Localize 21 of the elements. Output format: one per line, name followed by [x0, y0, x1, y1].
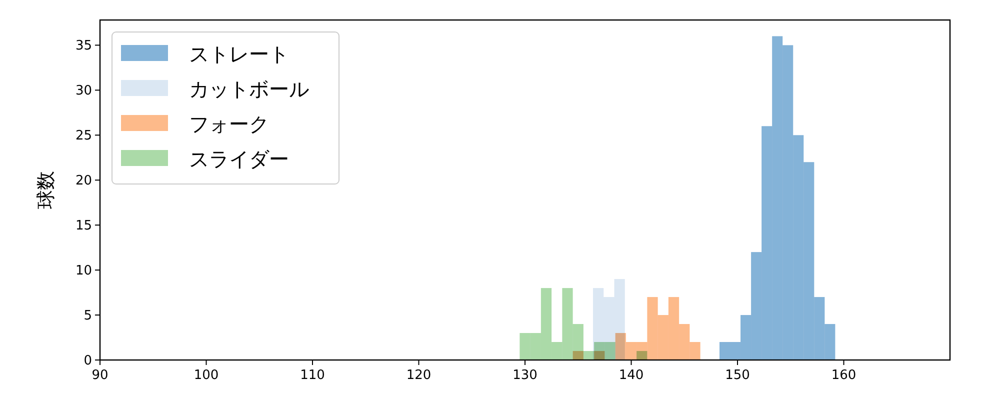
y-tick-label: 5 — [84, 308, 92, 324]
y-tick-label: 15 — [75, 218, 92, 234]
x-tick-label: 90 — [92, 368, 108, 383]
x-tick-label: 140 — [618, 368, 644, 383]
legend-label: ストレート — [189, 42, 289, 66]
legend-label: スライダー — [189, 147, 289, 171]
x-tick-label: 130 — [512, 368, 538, 383]
y-tick-label: 30 — [75, 84, 92, 99]
y-tick-label: 25 — [75, 128, 92, 144]
y-axis-title: 球数 — [35, 171, 57, 209]
legend-label: カットボール — [189, 77, 309, 101]
y-tick-label: 0 — [84, 354, 92, 368]
x-tick-label: 100 — [194, 368, 219, 383]
y-tick-label: 35 — [75, 38, 92, 54]
x-tick-label: 110 — [300, 368, 325, 383]
y-tick-label: 20 — [75, 174, 92, 189]
legend-label: フォーク — [189, 112, 269, 136]
x-tick-label: 150 — [725, 368, 750, 383]
y-tick-label: 10 — [75, 264, 92, 279]
x-tick-label: 120 — [406, 368, 432, 383]
x-tick-label: 160 — [831, 368, 856, 383]
